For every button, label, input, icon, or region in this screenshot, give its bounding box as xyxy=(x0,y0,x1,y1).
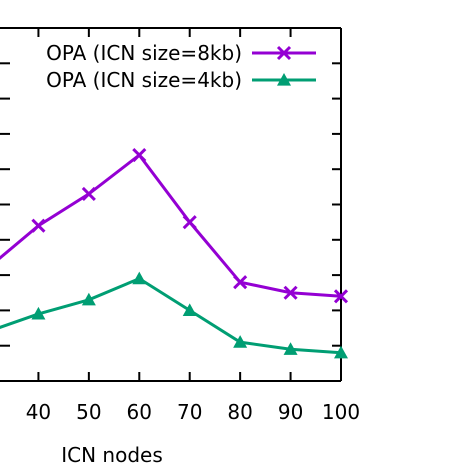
series-1 xyxy=(0,148,349,304)
data-point xyxy=(132,148,147,163)
x-tick-label: 90 xyxy=(278,400,303,424)
legend-marker xyxy=(276,45,292,61)
series-line xyxy=(0,276,342,355)
data-point xyxy=(334,345,348,359)
data-point xyxy=(233,335,248,348)
series-2 xyxy=(0,271,348,359)
series-group xyxy=(0,148,349,359)
data-point xyxy=(31,306,46,320)
data-point xyxy=(81,292,96,306)
data-point xyxy=(233,275,248,290)
data-point xyxy=(31,218,46,233)
series-line xyxy=(0,152,342,298)
legend-label: OPA (ICN size=8kb) xyxy=(46,41,242,65)
x-tick-label: 80 xyxy=(227,400,252,424)
data-point xyxy=(283,342,298,355)
x-tick-label: 50 xyxy=(76,400,101,424)
legend-label: OPA (ICN size=4kb) xyxy=(46,68,242,92)
data-point xyxy=(333,289,349,304)
legend-marker xyxy=(277,73,291,86)
x-axis-label: ICN nodes xyxy=(61,443,163,467)
x-tick-label: 60 xyxy=(127,400,152,424)
x-tick-label: 70 xyxy=(177,400,202,424)
data-point xyxy=(182,215,197,230)
data-point xyxy=(182,303,197,316)
x-tick-label: 100 xyxy=(322,400,360,424)
data-point xyxy=(81,186,96,201)
axis-ticks: 40 50 60 70 80 90 100 xyxy=(0,27,360,424)
data-point xyxy=(132,271,147,285)
x-tick-label: 40 xyxy=(26,400,51,424)
data-point xyxy=(283,285,298,300)
legend: OPA (ICN size=8kb) OPA (ICN size=4kb) xyxy=(46,41,316,92)
